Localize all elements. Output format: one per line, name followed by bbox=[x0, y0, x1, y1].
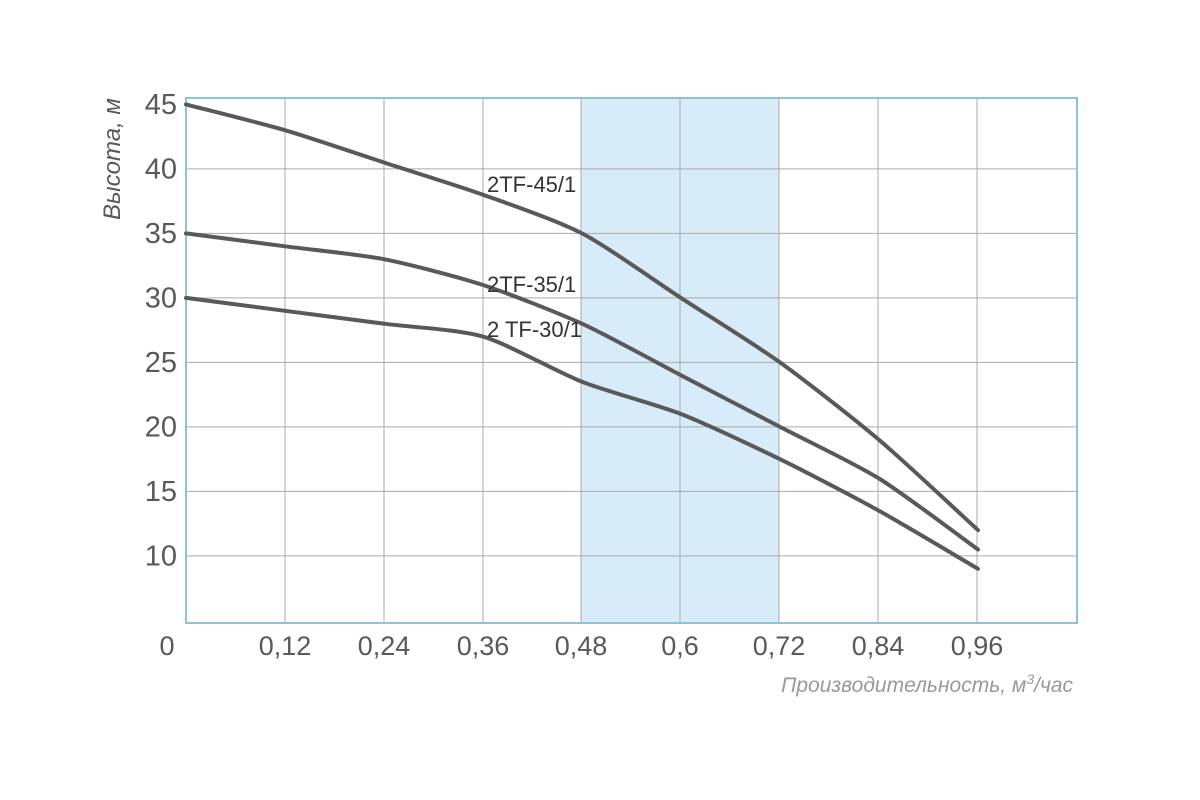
svg-text:0,72: 0,72 bbox=[753, 631, 806, 661]
svg-text:35: 35 bbox=[145, 218, 177, 250]
svg-text:Высота, м: Высота, м bbox=[99, 98, 126, 220]
svg-text:15: 15 bbox=[145, 476, 177, 508]
svg-text:0,12: 0,12 bbox=[259, 631, 312, 661]
svg-text:10: 10 bbox=[145, 541, 177, 573]
svg-text:0,6: 0,6 bbox=[661, 631, 699, 661]
svg-text:40: 40 bbox=[145, 154, 177, 186]
svg-text:45: 45 bbox=[145, 89, 177, 121]
svg-text:20: 20 bbox=[145, 412, 177, 444]
svg-text:0,24: 0,24 bbox=[358, 631, 411, 661]
svg-text:0,84: 0,84 bbox=[852, 631, 905, 661]
svg-text:0,96: 0,96 bbox=[951, 631, 1004, 661]
svg-text:2 TF-30/1: 2 TF-30/1 bbox=[487, 317, 582, 342]
svg-text:0,36: 0,36 bbox=[457, 631, 510, 661]
svg-text:2TF-45/1: 2TF-45/1 bbox=[487, 172, 576, 197]
svg-text:0,48: 0,48 bbox=[555, 631, 608, 661]
svg-text:0: 0 bbox=[159, 631, 174, 661]
svg-text:25: 25 bbox=[145, 347, 177, 379]
svg-text:2TF-35/1: 2TF-35/1 bbox=[487, 272, 576, 297]
svg-text:30: 30 bbox=[145, 283, 177, 315]
